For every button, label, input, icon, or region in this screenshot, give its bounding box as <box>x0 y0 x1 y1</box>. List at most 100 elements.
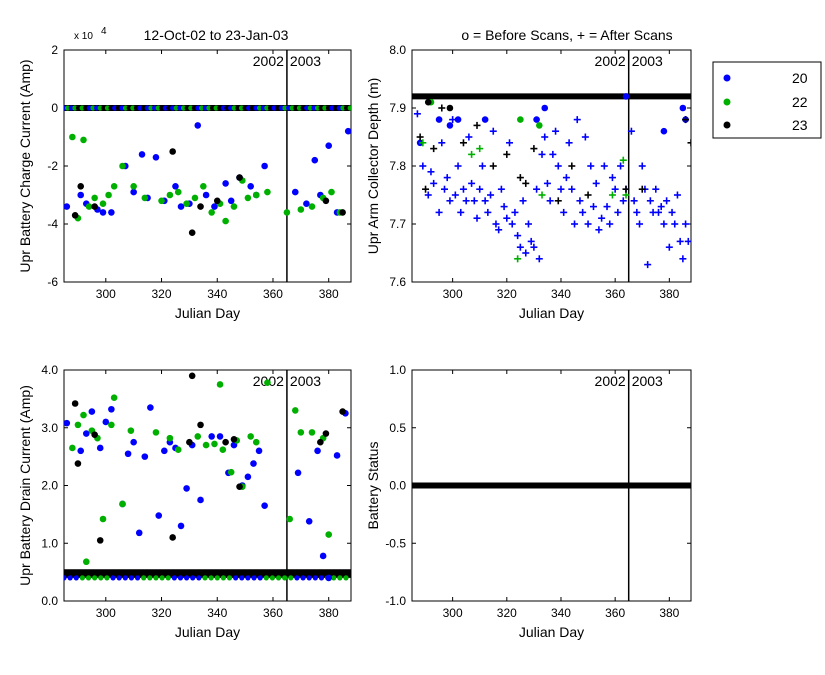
baseline-point <box>347 105 351 111</box>
y-tick-label: -2 <box>47 159 58 173</box>
baseline-point <box>224 105 230 111</box>
data-point-20 <box>130 438 137 446</box>
data-point-plus-23 <box>530 145 538 153</box>
baseline-point <box>253 105 259 111</box>
data-point-23 <box>446 104 454 112</box>
axes-frame <box>63 49 352 283</box>
data-point-20 <box>247 183 254 190</box>
data-point-plus-20 <box>565 139 573 147</box>
data-point-plus-20 <box>430 179 438 187</box>
baseline-point <box>296 105 303 111</box>
data-point-plus-20 <box>646 197 654 205</box>
data-point-plus-23 <box>584 191 592 199</box>
data-point-23 <box>230 436 238 443</box>
y-exponent-label: x 10 <box>74 31 93 42</box>
baseline-point <box>251 575 257 581</box>
baseline-point <box>257 575 263 581</box>
baseline-point <box>231 105 237 111</box>
data-point-plus-20 <box>454 162 462 170</box>
data-point-23 <box>71 400 79 407</box>
baseline-point <box>190 575 196 581</box>
data-point-23 <box>188 372 196 380</box>
data-point-plus-20 <box>441 185 449 193</box>
baseline-point <box>260 105 266 111</box>
baseline-band <box>64 569 351 578</box>
baseline-point <box>300 575 306 581</box>
data-point-plus-20 <box>573 116 581 124</box>
data-point-plus-20 <box>611 185 619 193</box>
baseline-point <box>65 105 71 111</box>
data-point-22 <box>211 440 218 448</box>
baseline-point <box>325 105 332 111</box>
data-point-plus-20 <box>549 150 557 158</box>
data-point-22 <box>158 197 165 205</box>
data-point-22 <box>291 407 299 414</box>
data-point-plus-20 <box>538 150 546 158</box>
data-point-23 <box>197 203 204 210</box>
baseline-point <box>304 105 310 111</box>
baseline-point <box>278 105 284 111</box>
axes-frame <box>63 369 352 602</box>
drain-panel: 300 320 340 360 380 0.0 1.0 2.0 3.0 4.0 Julian Day… <box>17 363 352 640</box>
baseline-point <box>159 575 165 581</box>
baseline-point <box>202 575 208 581</box>
data-point-plus-20 <box>519 197 527 205</box>
y-tick-label: -1.0 <box>385 594 406 608</box>
data-point-20 <box>311 156 319 164</box>
baseline-point <box>155 105 161 111</box>
data-point-22 <box>110 183 118 190</box>
charge-panel: 300 320 340 360 380 -6 -4 -2 0 2 Julian Day Upr Bat… <box>17 26 352 321</box>
baseline-point <box>300 105 306 111</box>
baseline-point <box>282 575 288 581</box>
data-point-23 <box>236 483 243 490</box>
data-point-plus-20 <box>514 232 522 240</box>
baseline-point <box>267 105 274 111</box>
data-point-22 <box>69 133 76 141</box>
baseline-point <box>191 105 198 111</box>
baseline-point <box>322 105 328 111</box>
data-point-22 <box>325 531 333 538</box>
x-tick-label: 300 <box>96 606 116 620</box>
legend-marker-20 <box>723 74 731 82</box>
data-point-plus-20 <box>438 139 446 147</box>
y-tick-label: 7.7 <box>389 217 406 231</box>
data-point-22 <box>227 468 235 476</box>
data-point-plus-20 <box>668 208 676 216</box>
baseline-point <box>86 105 92 111</box>
data-point-plus-20 <box>663 197 671 205</box>
baseline-point <box>238 105 245 111</box>
data-point-23 <box>91 203 98 210</box>
data-point-20 <box>124 450 132 458</box>
data-point-plus-20 <box>543 179 551 187</box>
y-tick-label: 1.0 <box>41 536 58 550</box>
baseline-point <box>242 105 248 111</box>
year-label-left: 2002 <box>595 373 626 389</box>
data-point-20 <box>227 197 235 205</box>
data-point-20 <box>541 104 549 112</box>
data-point-plus-20 <box>476 185 484 193</box>
data-point-plus-20 <box>595 226 603 234</box>
data-point-plus-20 <box>665 243 673 251</box>
data-point-plus-20 <box>435 208 443 216</box>
data-point-20 <box>435 116 443 123</box>
data-point-plus-22 <box>476 145 484 153</box>
baseline-point <box>153 575 159 581</box>
data-point-plus-20 <box>492 220 500 228</box>
data-point-23 <box>322 197 330 205</box>
baseline-point <box>263 575 269 581</box>
baseline-point <box>331 575 337 581</box>
baseline-point <box>119 105 125 111</box>
baseline-point <box>275 105 281 111</box>
baseline-point <box>162 105 169 111</box>
baseline-point <box>68 105 74 111</box>
baseline-point <box>264 105 270 111</box>
data-point-20 <box>108 209 115 216</box>
baseline-point <box>104 105 111 111</box>
data-point-23 <box>96 537 104 544</box>
data-point-22 <box>252 438 260 446</box>
data-point-23 <box>197 421 204 429</box>
data-point-20 <box>622 93 630 100</box>
baseline-point <box>177 575 184 581</box>
data-point-22 <box>216 381 224 388</box>
data-point-plus-20 <box>459 185 467 193</box>
